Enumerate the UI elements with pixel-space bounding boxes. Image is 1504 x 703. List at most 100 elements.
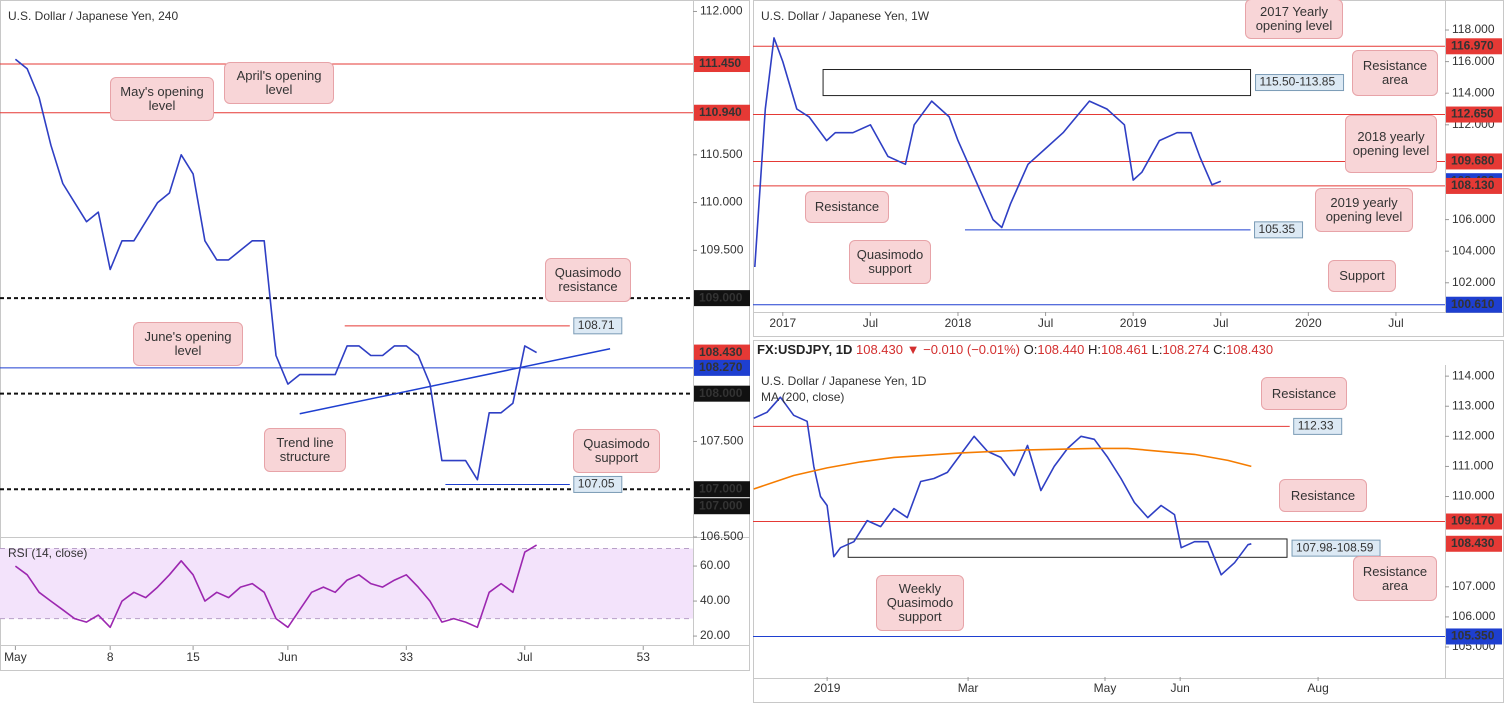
- y-tick-label: 111.000: [1452, 459, 1494, 473]
- price-tag: [1446, 106, 1502, 123]
- level-tag: [573, 475, 623, 493]
- y-tick-label: 118.000: [1452, 22, 1495, 36]
- chart-title: U.S. Dollar / Japanese Yen, 240: [8, 9, 178, 23]
- y-tick-label: 106.500: [700, 529, 744, 543]
- price-tag: [694, 359, 750, 376]
- price-line: [753, 447, 1252, 490]
- price-tag-label: 108.000: [699, 386, 743, 400]
- callout: Quasimodo support: [849, 240, 931, 284]
- callout: May's opening level: [110, 77, 214, 121]
- x-tick-label: Jul: [1038, 316, 1053, 330]
- x-tick-label: 2018: [945, 316, 972, 330]
- zone-label: 115.50-113.85: [1260, 75, 1336, 89]
- y-tick-label: 112.000: [700, 4, 743, 18]
- callout: Resistance: [805, 191, 889, 223]
- price-line: [754, 37, 1222, 268]
- y-tick-label: 102.000: [1452, 275, 1496, 289]
- y-tick-label: 114.000: [1452, 368, 1495, 382]
- plot-area: [0, 544, 693, 629]
- x-tick-label: Jun: [1170, 681, 1189, 695]
- price-tag: [1446, 153, 1502, 170]
- ohlc-value: 108.461: [1100, 342, 1148, 357]
- y-tick-label: 20.00: [700, 628, 730, 642]
- callout: Resistance area: [1353, 556, 1437, 601]
- y-tick-label: 110.000: [1452, 489, 1495, 503]
- callout: Resistance area: [1352, 50, 1438, 96]
- level-tag-label: 107.05: [578, 477, 615, 491]
- level-tag: [1254, 221, 1304, 239]
- x-tick-label: 53: [637, 650, 651, 664]
- price-line: [14, 544, 538, 629]
- plot-area: [753, 37, 1445, 306]
- callout: 2018 yearly opening level: [1345, 115, 1437, 173]
- level-tag-label: 112.33: [1298, 419, 1334, 433]
- callout: Resistance: [1279, 479, 1367, 512]
- price-tag: [1446, 513, 1502, 530]
- panel-frame: [0, 0, 750, 671]
- price-line: [14, 58, 537, 481]
- x-tick-label: 2017: [769, 316, 796, 330]
- chart-title: U.S. Dollar / Japanese Yen, 1D: [761, 374, 927, 388]
- price-tag-label: 108.430: [699, 345, 743, 359]
- rsi-band: [0, 548, 693, 619]
- price-tag: [694, 344, 750, 361]
- x-tick-label: 2019: [1120, 316, 1147, 330]
- callout: 2017 Yearly opening level: [1245, 0, 1343, 39]
- zone-tag: [1255, 74, 1345, 92]
- y-tick-label: 112.000: [1452, 428, 1495, 442]
- price-tag-label: 108.270: [699, 360, 743, 374]
- x-tick-label: May: [4, 650, 27, 664]
- y-tick-label: 114.000: [1452, 85, 1495, 99]
- y-tick-label: 107.000: [1452, 579, 1496, 593]
- resistance-zone: [822, 69, 1252, 97]
- x-tick-label: Mar: [958, 681, 979, 695]
- x-tick-label: Aug: [1307, 681, 1328, 695]
- callout: April's opening level: [224, 62, 334, 104]
- price-tag: [1446, 38, 1502, 55]
- callout: Weekly Quasimodo support: [876, 575, 964, 631]
- callout: 2019 yearly opening level: [1315, 188, 1413, 232]
- x-tick-label: Jul: [1213, 316, 1228, 330]
- y-tick-label: 106.000: [1452, 212, 1496, 226]
- x-tick-label: 8: [107, 650, 114, 664]
- y-tick-label: 109.500: [700, 243, 744, 257]
- x-tick-label: 15: [186, 650, 200, 664]
- change: −0.010 (−0.01%): [923, 342, 1020, 357]
- price-tag: [694, 104, 750, 121]
- callout: Quasimodo support: [573, 429, 660, 473]
- callout: Trend line structure: [264, 428, 346, 472]
- y-tick-label: 107.500: [700, 434, 744, 448]
- zone-tag: [1291, 539, 1381, 557]
- x-tick-label: 2020: [1295, 316, 1322, 330]
- price-tag-label: 109.170: [1451, 514, 1495, 528]
- ohlc-label: C:: [1213, 342, 1227, 357]
- y-tick-label: 106.000: [1452, 609, 1496, 623]
- price-tag: [1446, 296, 1502, 313]
- y-tick-label: 110.500: [700, 147, 743, 161]
- y-tick-label: 113.000: [1452, 398, 1495, 412]
- price-tag-label: 111.450: [699, 56, 741, 70]
- ohlc-label: H:: [1087, 342, 1101, 357]
- price-tag-label: 110.940: [699, 105, 742, 119]
- callout: Support: [1328, 260, 1396, 292]
- change-arrow: ▼: [906, 342, 920, 357]
- price-tag: [1446, 177, 1502, 194]
- price-tag: [694, 290, 750, 307]
- chart-title: U.S. Dollar / Japanese Yen, 1W: [761, 9, 930, 23]
- price-tag-label: 100.610: [1451, 297, 1495, 311]
- trend-line: [299, 348, 611, 415]
- y-tick-label: 60.00: [700, 558, 730, 572]
- callout: June's opening level: [133, 322, 243, 366]
- ohlc-value: 108.274: [1162, 342, 1210, 357]
- x-tick-label: May: [1094, 681, 1117, 695]
- y-tick-label: 116.000: [1452, 54, 1495, 68]
- y-tick-label: 104.000: [1452, 243, 1496, 257]
- price-tag: [694, 56, 750, 73]
- price: 108.430: [856, 342, 903, 357]
- callout: Resistance: [1261, 377, 1347, 410]
- chart-title: RSI (14, close): [8, 546, 87, 560]
- y-tick-label: 110.000: [700, 195, 743, 209]
- x-tick-label: Jul: [863, 316, 878, 330]
- ohlc-label: O:: [1023, 342, 1038, 357]
